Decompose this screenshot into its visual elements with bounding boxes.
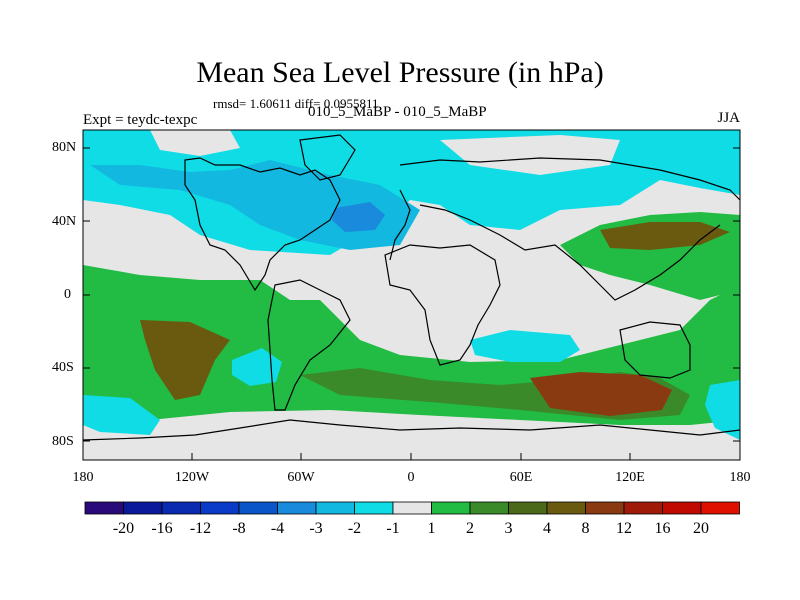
- runs-label: 010_5_MaBP - 010_5_MaBP: [308, 104, 487, 120]
- colorbar-label: -12: [189, 520, 212, 537]
- colorbar-label: 12: [616, 520, 632, 537]
- x-tick-label-180w: 180: [72, 470, 94, 485]
- antarctic-low-east: [705, 380, 740, 440]
- southern-ocean-darkbrown-core: [530, 372, 672, 416]
- north-america-coast: [184, 157, 341, 292]
- x-tick-label-60w: 60W: [287, 470, 315, 485]
- colorbar-swatch: [161, 501, 201, 515]
- x-tick-label-60e: 60E: [509, 470, 533, 485]
- colorbar-swatch: [123, 501, 163, 515]
- colorbar-label: 20: [693, 520, 709, 537]
- colorbar-label: -20: [112, 520, 135, 537]
- antarctica-coast: [82, 419, 741, 441]
- colorbar-label: 1: [427, 520, 436, 537]
- colorbar-label: -4: [270, 520, 285, 537]
- australia-coast: [619, 321, 691, 379]
- greenland-coast: [299, 134, 356, 181]
- coastlines: [82, 134, 741, 441]
- colorbar-label: 3: [504, 520, 513, 537]
- y-tick-label-80s: 80S: [52, 434, 74, 449]
- experiment-label: Expt = teydc-texpc: [83, 112, 198, 128]
- x-tick-label-180e: 180: [729, 470, 751, 485]
- chart-title: Mean Sea Level Pressure (in hPa): [196, 56, 604, 89]
- colorbar-label: 2: [466, 520, 474, 537]
- colorbar-swatch: [315, 501, 355, 515]
- deep-blue-core: [332, 202, 385, 232]
- y-tick-label-0: 0: [64, 287, 71, 302]
- colorbar-swatch: [200, 501, 240, 515]
- colorbar-swatch: [662, 501, 702, 515]
- colorbar-label: 4: [543, 520, 551, 537]
- antarctic-low-west: [83, 395, 160, 435]
- x-tick-label-120w: 120W: [174, 470, 210, 485]
- north-atlantic-blue-region: [90, 160, 420, 250]
- colorbar-swatch: [469, 501, 509, 515]
- season-label: JJA: [717, 110, 740, 126]
- colorbar-swatch: [277, 501, 317, 515]
- colorbar-swatch: [508, 501, 548, 515]
- colorbar-swatch: [238, 501, 278, 515]
- colorbar-label: -2: [347, 520, 362, 537]
- colorbar-label: 8: [581, 520, 590, 537]
- colorbar: [84, 501, 740, 515]
- south-america-coast: [267, 279, 351, 411]
- colorbar-swatch: [84, 501, 124, 515]
- colorbar-label: 16: [654, 520, 671, 537]
- south-pacific-low: [232, 348, 282, 386]
- colorbar-swatch: [623, 501, 663, 515]
- eurasia-coast: [389, 157, 741, 301]
- south-pacific-brown-region: [140, 320, 230, 400]
- field-layers: [83, 130, 740, 460]
- colorbar-swatch: [546, 501, 586, 515]
- colorbar-label: -8: [232, 520, 246, 537]
- colorbar-label: -16: [151, 520, 173, 537]
- axis-ticks: [83, 147, 740, 460]
- y-tick-label-40s: 40S: [52, 360, 74, 375]
- colorbar-swatch: [354, 501, 394, 515]
- colorbar-swatch: [700, 501, 740, 515]
- colorbar-swatch: [431, 501, 471, 515]
- stats-text: rmsd= 1.60611 diff= 0.0955811: [213, 96, 379, 111]
- africa-coast: [384, 244, 501, 366]
- indian-ocean-low: [470, 330, 580, 362]
- arctic-neutral-patch: [150, 130, 620, 175]
- colorbar-swatch: [585, 501, 625, 515]
- colorbar-label: -1: [386, 520, 400, 537]
- colorbar-swatch: [392, 501, 432, 515]
- colorbar-label: -3: [309, 520, 323, 537]
- y-tick-label-80n: 80N: [52, 140, 77, 155]
- x-tick-label-0: 0: [407, 470, 415, 485]
- y-tick-label-40n: 40N: [52, 214, 77, 229]
- x-tick-label-120e: 120E: [615, 470, 645, 485]
